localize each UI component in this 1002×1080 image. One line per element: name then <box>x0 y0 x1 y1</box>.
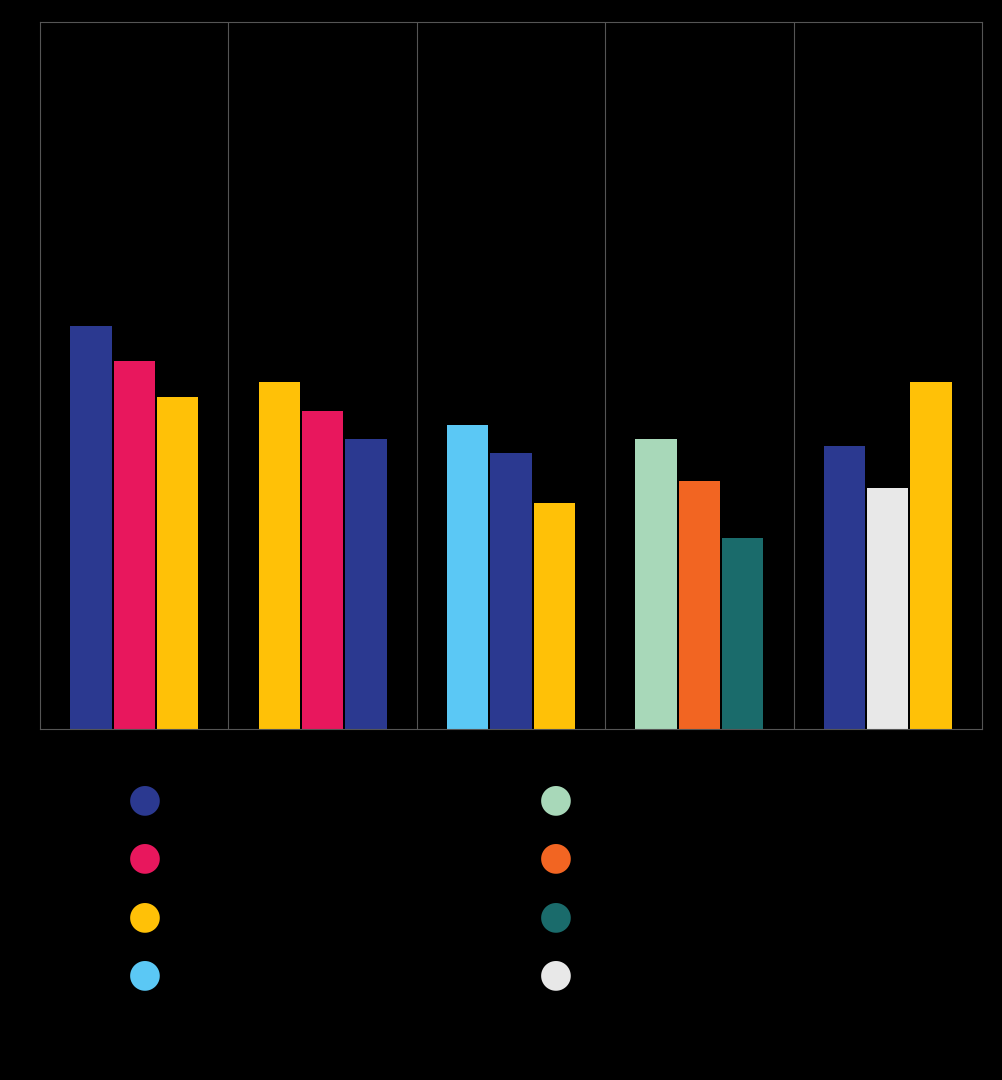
Bar <box>534 502 575 729</box>
Bar <box>113 361 155 729</box>
Text: ●: ● <box>539 838 573 877</box>
Bar <box>302 410 344 729</box>
Text: ●: ● <box>539 955 573 994</box>
Bar <box>867 488 909 729</box>
Bar <box>259 382 300 729</box>
Bar <box>70 326 111 729</box>
Bar <box>722 538 764 729</box>
Bar <box>490 454 532 729</box>
Bar <box>346 438 387 729</box>
Bar <box>911 382 952 729</box>
Bar <box>447 424 488 729</box>
Bar <box>157 396 198 729</box>
Bar <box>635 438 676 729</box>
Text: ●: ● <box>539 896 573 935</box>
Text: ●: ● <box>128 838 162 877</box>
Text: ●: ● <box>128 955 162 994</box>
Text: ●: ● <box>539 780 573 819</box>
Text: ●: ● <box>128 780 162 819</box>
Text: ●: ● <box>128 896 162 935</box>
Bar <box>824 446 865 729</box>
Bar <box>678 482 720 729</box>
